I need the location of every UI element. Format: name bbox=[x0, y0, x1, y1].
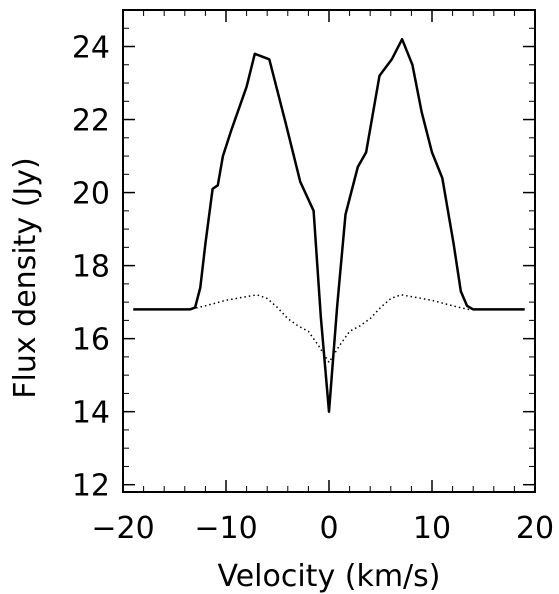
x-axis-label: Velocity (km/s) bbox=[218, 559, 441, 594]
data-series bbox=[133, 37, 525, 413]
tick-labels: −20 −10 0 10 20 12 14 16 18 20 22 24 bbox=[72, 31, 554, 546]
y-axis-label: Flux density (Jy) bbox=[8, 157, 43, 398]
y-tick-label: 18 bbox=[72, 250, 110, 285]
y-tick-label: 16 bbox=[72, 323, 110, 358]
x-tick-label: 0 bbox=[319, 511, 338, 546]
y-tick-label: 12 bbox=[72, 469, 110, 504]
y-tick-label: 22 bbox=[72, 104, 110, 139]
dotted-series-line bbox=[133, 294, 525, 364]
solid-series-line bbox=[133, 37, 525, 413]
x-tick-label: −20 bbox=[91, 511, 154, 546]
y-tick-label: 24 bbox=[72, 31, 110, 66]
plot-frame bbox=[122, 9, 536, 493]
y-tick-label: 20 bbox=[72, 177, 110, 212]
x-tick-label: 20 bbox=[516, 511, 554, 546]
axis-ticks bbox=[122, 10, 536, 492]
x-tick-label: −10 bbox=[194, 511, 257, 546]
y-tick-label: 14 bbox=[72, 396, 110, 431]
x-tick-label: 10 bbox=[413, 511, 451, 546]
